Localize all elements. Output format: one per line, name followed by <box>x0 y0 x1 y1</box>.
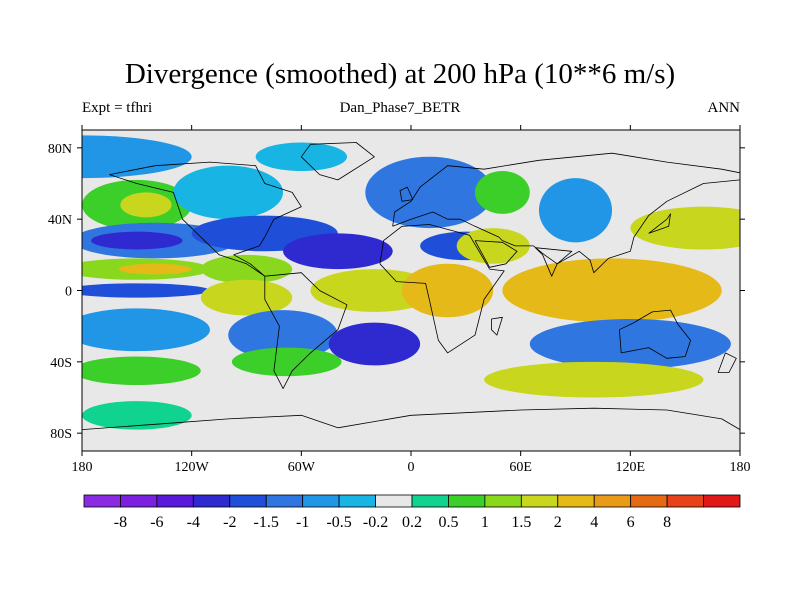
colorbar-label: 8 <box>663 514 671 531</box>
colorbar-swatch <box>411 494 449 508</box>
colorbar-swatch <box>229 494 267 508</box>
coastline-new-zealand <box>717 352 737 373</box>
colorbar-swatch <box>265 494 304 508</box>
coastline-japan <box>648 213 671 234</box>
coastline-greenland <box>300 142 375 181</box>
y-tick-label: 40S <box>50 356 72 371</box>
axis-ticks: 180 120W 60W 0 60E 120E 180 80N 40N 0 40S 80S <box>48 125 751 475</box>
contour-region-28 <box>502 258 722 323</box>
coastline-south-america <box>264 272 348 390</box>
contour-region-23 <box>365 156 494 229</box>
contour-region-3 <box>120 192 172 218</box>
coastline-north-america <box>109 161 302 277</box>
colorbar-swatch <box>448 494 486 508</box>
coastline-antarctica <box>82 407 740 430</box>
coastline-eurasia <box>392 152 740 274</box>
contour-region-30 <box>529 319 731 369</box>
x-tick-label: 180 <box>730 460 751 475</box>
colorbar-swatch <box>302 494 340 508</box>
colorbar-swatch <box>375 494 413 508</box>
coastline-india <box>535 247 573 277</box>
x-tick-label: 180 <box>72 460 93 475</box>
y-tick-label: 80N <box>48 142 72 157</box>
colorbar-swatch <box>666 494 704 508</box>
colorbar-label: -0.2 <box>363 514 388 531</box>
x-tick-label: 120E <box>616 460 646 475</box>
contour-region-1 <box>82 135 192 179</box>
x-tick-label: 60W <box>288 460 316 475</box>
x-tick-label: 0 <box>408 460 415 475</box>
colorbar-swatch <box>557 494 595 508</box>
coastline-australia <box>619 309 691 359</box>
contour-region-21 <box>328 322 421 366</box>
contour-region-7 <box>118 263 192 275</box>
y-tick-label: 0 <box>65 285 72 300</box>
contour-region-22 <box>401 263 494 318</box>
colorbar-label: -0.5 <box>326 514 351 531</box>
contour-region-27 <box>538 178 613 243</box>
colorbar-swatch <box>484 494 522 508</box>
contour-region-11 <box>82 401 192 430</box>
colorbar-label: -6 <box>150 514 163 531</box>
colorbar-swatch <box>630 494 668 508</box>
colorbar-label: 0.5 <box>438 514 458 531</box>
experiment-label: Expt = tfhri <box>82 100 153 116</box>
colorbar-swatch <box>120 494 158 508</box>
colorbar-label: 2 <box>554 514 562 531</box>
season-label: ANN <box>707 100 741 116</box>
colorbar-swatch <box>156 494 194 508</box>
coastline-africa <box>379 224 505 354</box>
contour-region-9 <box>82 308 210 352</box>
colorbar-swatch <box>338 494 376 508</box>
contour-region-25 <box>474 171 530 214</box>
contour-region-32 <box>82 433 740 451</box>
case-name-label: Dan_Phase7_BETR <box>339 100 461 116</box>
colorbar: -8 -6 -4 -2 -1.5 -1 -0.5 -0.2 0.2 0.5 1 1.5 2 4 6 8 <box>83 494 741 531</box>
coastline-arabia <box>474 240 518 268</box>
colorbar-swatch <box>520 494 559 508</box>
coastline-madagascar <box>490 316 503 336</box>
contour-region-8 <box>82 283 210 298</box>
colorbar-swatch <box>703 494 741 508</box>
colorbar-label: 1.5 <box>511 514 531 531</box>
colorbar-label: 1 <box>481 514 489 531</box>
contour-region-19 <box>283 233 393 270</box>
x-tick-label: 60E <box>509 460 532 475</box>
coastlines <box>82 142 740 430</box>
colorbar-label: 6 <box>627 514 635 531</box>
contour-region-17 <box>231 347 342 377</box>
contour-region-12 <box>173 165 284 220</box>
contour-region-31 <box>484 361 704 398</box>
colorbar-swatch <box>192 494 231 508</box>
x-tick-label: 120W <box>175 460 210 475</box>
y-tick-label: 40N <box>48 213 72 228</box>
contour-region-26 <box>456 228 530 264</box>
contour-region-16 <box>228 310 338 361</box>
figure-title: Divergence (smoothed) at 200 hPa (10**6 … <box>124 58 676 90</box>
colorbar-label: 0.2 <box>402 514 422 531</box>
contour-region-5 <box>91 231 183 250</box>
contour-region-15 <box>200 279 293 316</box>
colorbar-label: -4 <box>187 514 200 531</box>
colorbar-swatch <box>83 494 121 508</box>
colorbar-label: -8 <box>114 514 127 531</box>
colorbar-label: -1 <box>296 514 309 531</box>
contour-region-29 <box>630 206 740 250</box>
contour-region-10 <box>82 356 201 386</box>
y-tick-label: 80S <box>50 427 72 442</box>
colorbar-swatch <box>593 494 632 508</box>
colorbar-label: -2 <box>223 514 236 531</box>
contour-region-14 <box>200 254 293 284</box>
colorbar-label: -1.5 <box>254 514 279 531</box>
colorbar-label: 4 <box>590 514 598 531</box>
coastline-uk <box>399 186 414 202</box>
